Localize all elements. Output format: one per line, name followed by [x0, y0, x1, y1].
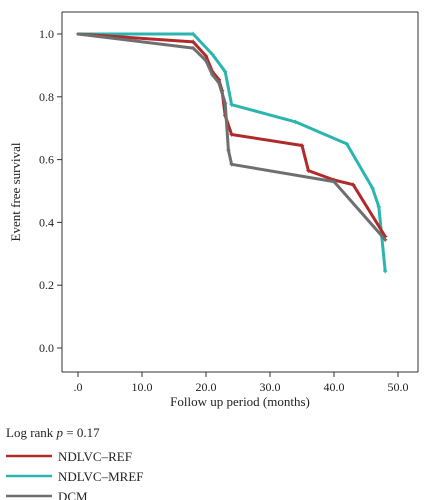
censor-mark — [229, 102, 234, 107]
series-group — [76, 31, 388, 274]
censor-mark — [383, 237, 388, 242]
series-line — [76, 32, 387, 242]
x-axis-title: Follow up period (months) — [170, 394, 310, 409]
censor-mark — [229, 162, 234, 167]
censor-mark — [210, 72, 215, 78]
censor-mark — [293, 119, 298, 125]
legend-items: NDLVC–REF NDLVC–MREF DCM — [6, 449, 143, 500]
y-tick-label: 0.0 — [39, 341, 54, 355]
censor-mark — [223, 69, 228, 74]
censor-mark — [370, 185, 375, 191]
censor-mark — [351, 182, 356, 187]
x-tick-label: 40.0 — [324, 380, 345, 394]
y-tick-label: 1.0 — [39, 27, 54, 41]
y-tick-label: 0.4 — [39, 215, 54, 229]
x-ticks: .0 10.0 20.0 30.0 40.0 50.0 — [74, 372, 409, 394]
legend-title-suffix: = 0.17 — [63, 425, 100, 440]
censor-mark — [216, 80, 221, 85]
x-tick-label: .0 — [74, 380, 83, 394]
censor-mark — [191, 45, 196, 51]
y-tick-label: 0.8 — [39, 90, 54, 104]
censor-mark — [229, 132, 234, 137]
censor-mark — [344, 141, 349, 147]
x-tick-label: 30.0 — [260, 380, 281, 394]
censor-mark — [306, 168, 311, 173]
legend-title: Log rank p = 0.17 — [6, 425, 100, 440]
censor-mark — [203, 58, 209, 63]
y-axis-title: Event free survival — [8, 142, 23, 241]
axes — [61, 11, 419, 373]
censor-mark — [191, 39, 196, 45]
y-ticks: 0.0 0.2 0.4 0.6 0.8 1.0 — [39, 27, 62, 355]
series-group — [76, 32, 388, 239]
x-tick-label: 20.0 — [196, 380, 217, 394]
legend-label: DCM — [58, 489, 88, 500]
legend-label: NDLVC–REF — [58, 449, 132, 464]
censor-mark — [203, 53, 209, 59]
censor-mark — [191, 31, 196, 37]
legend-title-prefix: Log rank — [6, 425, 57, 440]
censor-mark — [331, 179, 337, 184]
x-tick-label: 50.0 — [388, 380, 409, 394]
y-tick-label: 0.6 — [39, 153, 54, 167]
censor-mark — [223, 100, 228, 106]
censor-mark — [226, 147, 231, 153]
series-line — [76, 32, 387, 273]
legend: Log rank p = 0.17 NDLVC–REF NDLVC–MREF DCM — [6, 425, 143, 500]
censor-mark — [210, 52, 215, 57]
censor-mark — [376, 204, 381, 209]
survival-curves — [76, 31, 388, 274]
censor-mark — [383, 268, 388, 274]
censor-mark — [299, 143, 305, 148]
series-group — [76, 32, 388, 242]
legend-label: NDLVC–MREF — [58, 469, 143, 484]
y-tick-label: 0.2 — [39, 278, 54, 292]
legend-title-p: p — [56, 425, 64, 440]
x-tick-label: 10.0 — [132, 380, 153, 394]
